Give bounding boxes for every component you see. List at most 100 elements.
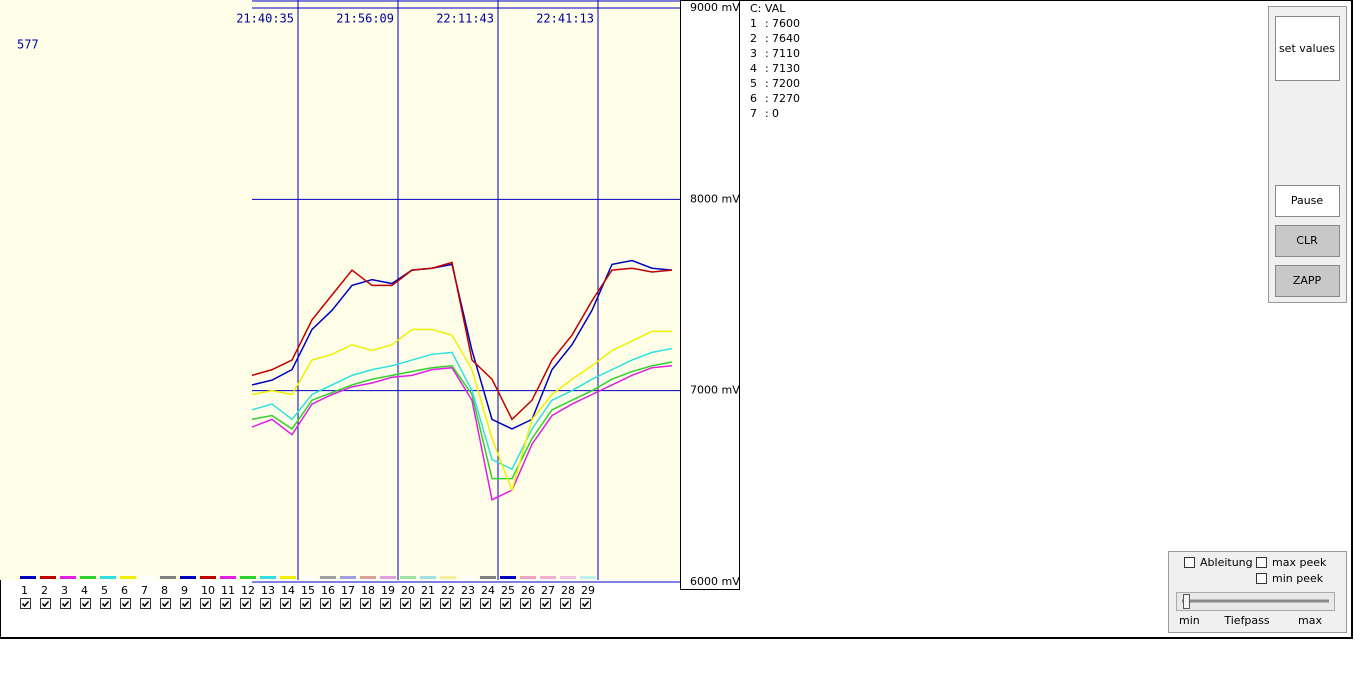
channel-swatch	[280, 576, 296, 579]
channel-checkbox[interactable]	[420, 598, 431, 609]
channel-checkbox[interactable]	[160, 598, 171, 609]
channel-checkbox[interactable]	[120, 598, 131, 609]
channel-checkbox[interactable]	[180, 598, 191, 609]
slider-thumb[interactable]	[1183, 594, 1190, 609]
channel-label: 24	[481, 584, 495, 597]
channel-swatch	[60, 576, 76, 579]
y-tick-label: 6000 mV	[690, 575, 740, 588]
max-peek-label: max peek	[1272, 556, 1327, 569]
checkmark	[361, 600, 370, 608]
checkmark	[81, 600, 90, 608]
checkmark	[521, 600, 530, 608]
channel-checkbox[interactable]	[380, 598, 391, 609]
readout-channel: 1	[750, 17, 757, 30]
checkmark	[301, 600, 310, 608]
channel-label: 9	[181, 584, 188, 597]
channel-checkbox[interactable]	[100, 598, 111, 609]
checkmark	[121, 600, 130, 608]
channel-label: 4	[81, 584, 88, 597]
zapp-button[interactable]	[1275, 265, 1340, 297]
channel-label: 2	[41, 584, 48, 597]
slider-min-label: min	[1179, 614, 1200, 627]
channel-swatch	[20, 576, 36, 579]
channel-checkbox[interactable]	[400, 598, 411, 609]
channel-checkbox[interactable]	[520, 598, 531, 609]
channel-checkbox[interactable]	[540, 598, 551, 609]
channel-checkbox[interactable]	[240, 598, 251, 609]
checkmark	[341, 600, 350, 608]
channel-checkbox[interactable]	[340, 598, 351, 609]
clr-button[interactable]	[1275, 225, 1340, 257]
channel-swatch	[320, 576, 336, 579]
channel-swatch	[40, 576, 56, 579]
channel-swatch	[500, 576, 516, 579]
channel-label: 25	[501, 584, 515, 597]
channel-checkbox[interactable]	[40, 598, 51, 609]
channel-label: 23	[461, 584, 475, 597]
plot: 21:40:35 21:56:09 22:11:43 22:41:13	[236, 0, 680, 583]
series-line	[251, 261, 673, 421]
channel-swatch	[400, 576, 416, 579]
readout-separator: :	[765, 47, 769, 60]
channel-checkbox[interactable]	[560, 598, 571, 609]
channel-swatch	[180, 576, 196, 579]
series-line	[251, 365, 673, 501]
checkmark	[481, 600, 490, 608]
channel-checkbox[interactable]	[140, 598, 151, 609]
channel-checkbox[interactable]	[320, 598, 331, 609]
readout-value: 7130	[772, 62, 800, 75]
channel-checkbox[interactable]	[440, 598, 451, 609]
y-tick-label: 7000 mV	[690, 384, 740, 397]
y-tick-label: 9000 mV	[690, 1, 740, 14]
channel-label: 29	[581, 584, 595, 597]
channel-swatch	[80, 576, 96, 579]
clr-label: CLR	[1296, 234, 1318, 247]
channel-label: 10	[201, 584, 215, 597]
checkmark	[21, 600, 30, 608]
channel-swatch	[520, 576, 536, 579]
channel-swatch	[300, 576, 316, 579]
channel-swatch	[240, 576, 256, 579]
channel-checkbox[interactable]	[20, 598, 31, 609]
channel-checkbox[interactable]	[280, 598, 291, 609]
channel-checkbox[interactable]	[200, 598, 211, 609]
pause-button[interactable]	[1275, 185, 1340, 217]
channel-swatch	[160, 576, 176, 579]
channel-swatch	[120, 576, 136, 579]
max-peek-checkbox[interactable]	[1256, 557, 1267, 568]
checkmark	[181, 600, 190, 608]
channel-checkbox[interactable]	[360, 598, 371, 609]
channel-checkbox[interactable]	[480, 598, 491, 609]
ableitung-checkbox[interactable]	[1184, 557, 1195, 568]
checkmark	[201, 600, 210, 608]
channel-swatch	[200, 576, 216, 579]
channel-label: 12	[241, 584, 255, 597]
checkmark	[141, 600, 150, 608]
channel-checkbox[interactable]	[300, 598, 311, 609]
readout-value: 7200	[772, 77, 800, 90]
channel-checkbox[interactable]	[80, 598, 91, 609]
channel-checkbox[interactable]	[580, 598, 591, 609]
readout-channel: 3	[750, 47, 757, 60]
min-peek-checkbox[interactable]	[1256, 573, 1267, 584]
checkmark	[281, 600, 290, 608]
channel-label: 15	[301, 584, 315, 597]
set-values-button[interactable]	[1275, 16, 1340, 81]
checkmark	[581, 600, 590, 608]
checkmark	[161, 600, 170, 608]
readout-channel: 5	[750, 77, 757, 90]
channel-label: 27	[541, 584, 555, 597]
channel-label: 21	[421, 584, 435, 597]
channel-swatch	[100, 576, 116, 579]
channel-checkbox[interactable]	[500, 598, 511, 609]
channel-label: 1	[21, 584, 28, 597]
readout-separator: :	[765, 107, 769, 120]
channel-checkbox[interactable]	[60, 598, 71, 609]
channel-checkbox[interactable]	[220, 598, 231, 609]
channel-label: 5	[101, 584, 108, 597]
channel-checkbox[interactable]	[260, 598, 271, 609]
channel-checkbox[interactable]	[460, 598, 471, 609]
series-line	[251, 347, 673, 471]
readout-value: 7600	[772, 17, 800, 30]
checkmark	[321, 600, 330, 608]
